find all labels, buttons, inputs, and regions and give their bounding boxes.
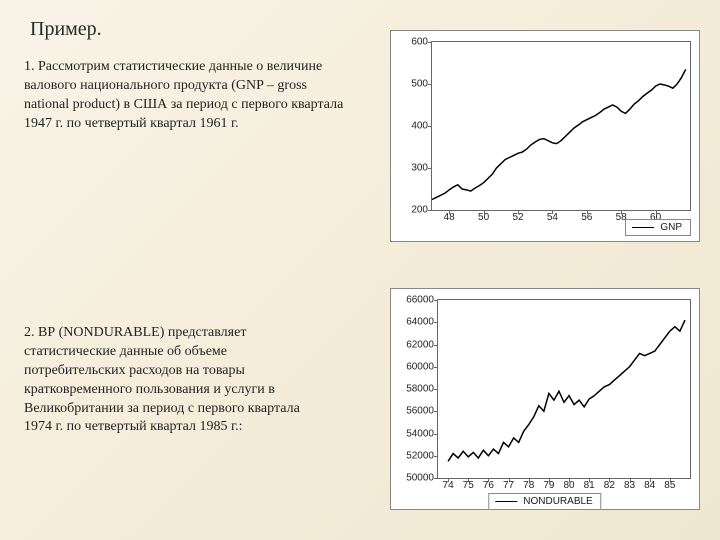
xtick-label: 54 [547,212,558,223]
xtick-label: 78 [523,480,534,491]
gnp-legend-label: GNP [660,222,682,233]
ytick-label: 56000 [406,406,434,417]
nondurable-chart-legend: NONDURABLE [488,493,601,510]
ytick-label: 52000 [406,450,434,461]
xtick-label: 77 [503,480,514,491]
ytick-label: 50000 [406,473,434,484]
xtick-label: 84 [644,480,655,491]
nondurable-chart-line [438,300,690,478]
gnp-chart: 20030040050060048505254565860 GNP [390,30,700,242]
xtick-label: 74 [443,480,454,491]
ytick-label: 600 [411,37,428,48]
ytick-label: 58000 [406,384,434,395]
ytick-label: 54000 [406,428,434,439]
ytick-label: 66000 [406,295,434,306]
xtick-label: 76 [483,480,494,491]
nondurable-chart: 50000 52000 54000 56000 58000 60000 62000 64000… [390,288,700,510]
nondurable-legend-label: NONDURABLE [523,496,592,507]
ytick-label: 400 [411,121,428,132]
xtick-label: 56 [581,212,592,223]
nondurable-chart-plot: 5000052000540005600058000600006200064000… [437,299,691,479]
page-title: Пример. [30,18,102,41]
xtick-label: 82 [604,480,615,491]
ytick-label: 200 [411,205,428,216]
ytick-label: 300 [411,163,428,174]
xtick-label: 85 [664,480,675,491]
paragraph-2: 2. ВР (NONDURABLE) представляет статисти… [24,324,324,437]
xtick-label: 48 [444,212,455,223]
ytick-label: 500 [411,79,428,90]
ytick-label: 62000 [406,339,434,350]
ytick-label: 64000 [406,317,434,328]
gnp-chart-legend: GNP [625,219,691,236]
xtick-label: 79 [543,480,554,491]
xtick-label: 50 [478,212,489,223]
gnp-chart-plot: 20030040050060048505254565860 [431,41,691,211]
xtick-label: 81 [584,480,595,491]
slide-page: { "title": "Пример.", "paragraph1": "1. … [0,0,720,540]
legend-line-icon [495,501,517,502]
paragraph-1: 1. Рассмотрим статистические данные о ве… [24,58,354,134]
gnp-chart-line [432,42,690,210]
xtick-label: 80 [563,480,574,491]
xtick-label: 83 [624,480,635,491]
xtick-label: 75 [463,480,474,491]
legend-line-icon [632,227,654,228]
xtick-label: 52 [512,212,523,223]
ytick-label: 60000 [406,361,434,372]
